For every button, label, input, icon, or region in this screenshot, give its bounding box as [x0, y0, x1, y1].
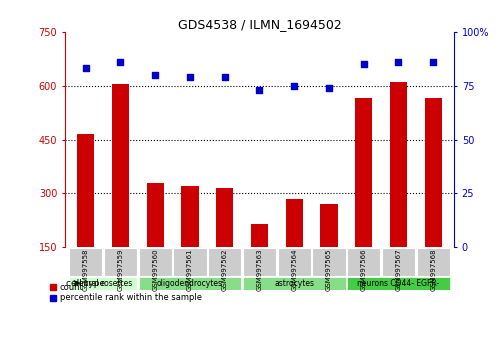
- Point: [151, 72, 159, 78]
- Point: [116, 59, 124, 65]
- Text: oligodendrocytes: oligodendrocytes: [157, 279, 223, 287]
- Text: GSM997559: GSM997559: [117, 249, 123, 291]
- Text: GSM997565: GSM997565: [326, 249, 332, 291]
- Bar: [277, 249, 311, 276]
- Point: [395, 59, 403, 65]
- Text: GSM997566: GSM997566: [361, 249, 367, 291]
- Bar: [69, 276, 137, 290]
- Point: [255, 87, 263, 93]
- Point: [186, 74, 194, 80]
- Bar: [139, 276, 242, 290]
- Text: GSM997564: GSM997564: [291, 249, 297, 291]
- Bar: [77, 134, 94, 247]
- Text: GSM997567: GSM997567: [396, 249, 402, 291]
- Bar: [181, 186, 199, 247]
- Title: GDS4538 / ILMN_1694502: GDS4538 / ILMN_1694502: [178, 18, 341, 31]
- Text: GSM997558: GSM997558: [83, 249, 89, 291]
- Bar: [312, 249, 346, 276]
- Bar: [147, 183, 164, 247]
- Text: GSM997563: GSM997563: [256, 249, 262, 291]
- Point: [82, 65, 90, 71]
- Bar: [347, 276, 450, 290]
- Text: GSM997560: GSM997560: [152, 249, 158, 291]
- Point: [325, 85, 333, 91]
- Bar: [355, 98, 372, 247]
- Bar: [243, 249, 276, 276]
- Bar: [216, 188, 234, 247]
- Point: [360, 61, 368, 67]
- Bar: [285, 199, 303, 247]
- Bar: [69, 249, 102, 276]
- Bar: [320, 204, 338, 247]
- Bar: [243, 276, 346, 290]
- Text: neural rosettes: neural rosettes: [74, 279, 132, 287]
- Text: neurons CD44- EGFR-: neurons CD44- EGFR-: [357, 279, 440, 287]
- Bar: [390, 82, 407, 247]
- Point: [429, 59, 437, 65]
- Bar: [251, 224, 268, 247]
- Bar: [173, 249, 207, 276]
- Point: [221, 74, 229, 80]
- Text: GSM997561: GSM997561: [187, 249, 193, 291]
- Bar: [104, 249, 137, 276]
- Bar: [425, 98, 442, 247]
- Text: GSM997568: GSM997568: [430, 249, 436, 291]
- Bar: [347, 249, 380, 276]
- Text: astrocytes: astrocytes: [274, 279, 314, 287]
- Bar: [208, 249, 242, 276]
- Bar: [417, 249, 450, 276]
- Bar: [382, 249, 415, 276]
- Text: cell type: cell type: [65, 279, 105, 287]
- Bar: [112, 84, 129, 247]
- Bar: [139, 249, 172, 276]
- Text: GSM997562: GSM997562: [222, 249, 228, 291]
- Legend: count, percentile rank within the sample: count, percentile rank within the sample: [49, 283, 202, 302]
- Point: [290, 83, 298, 88]
